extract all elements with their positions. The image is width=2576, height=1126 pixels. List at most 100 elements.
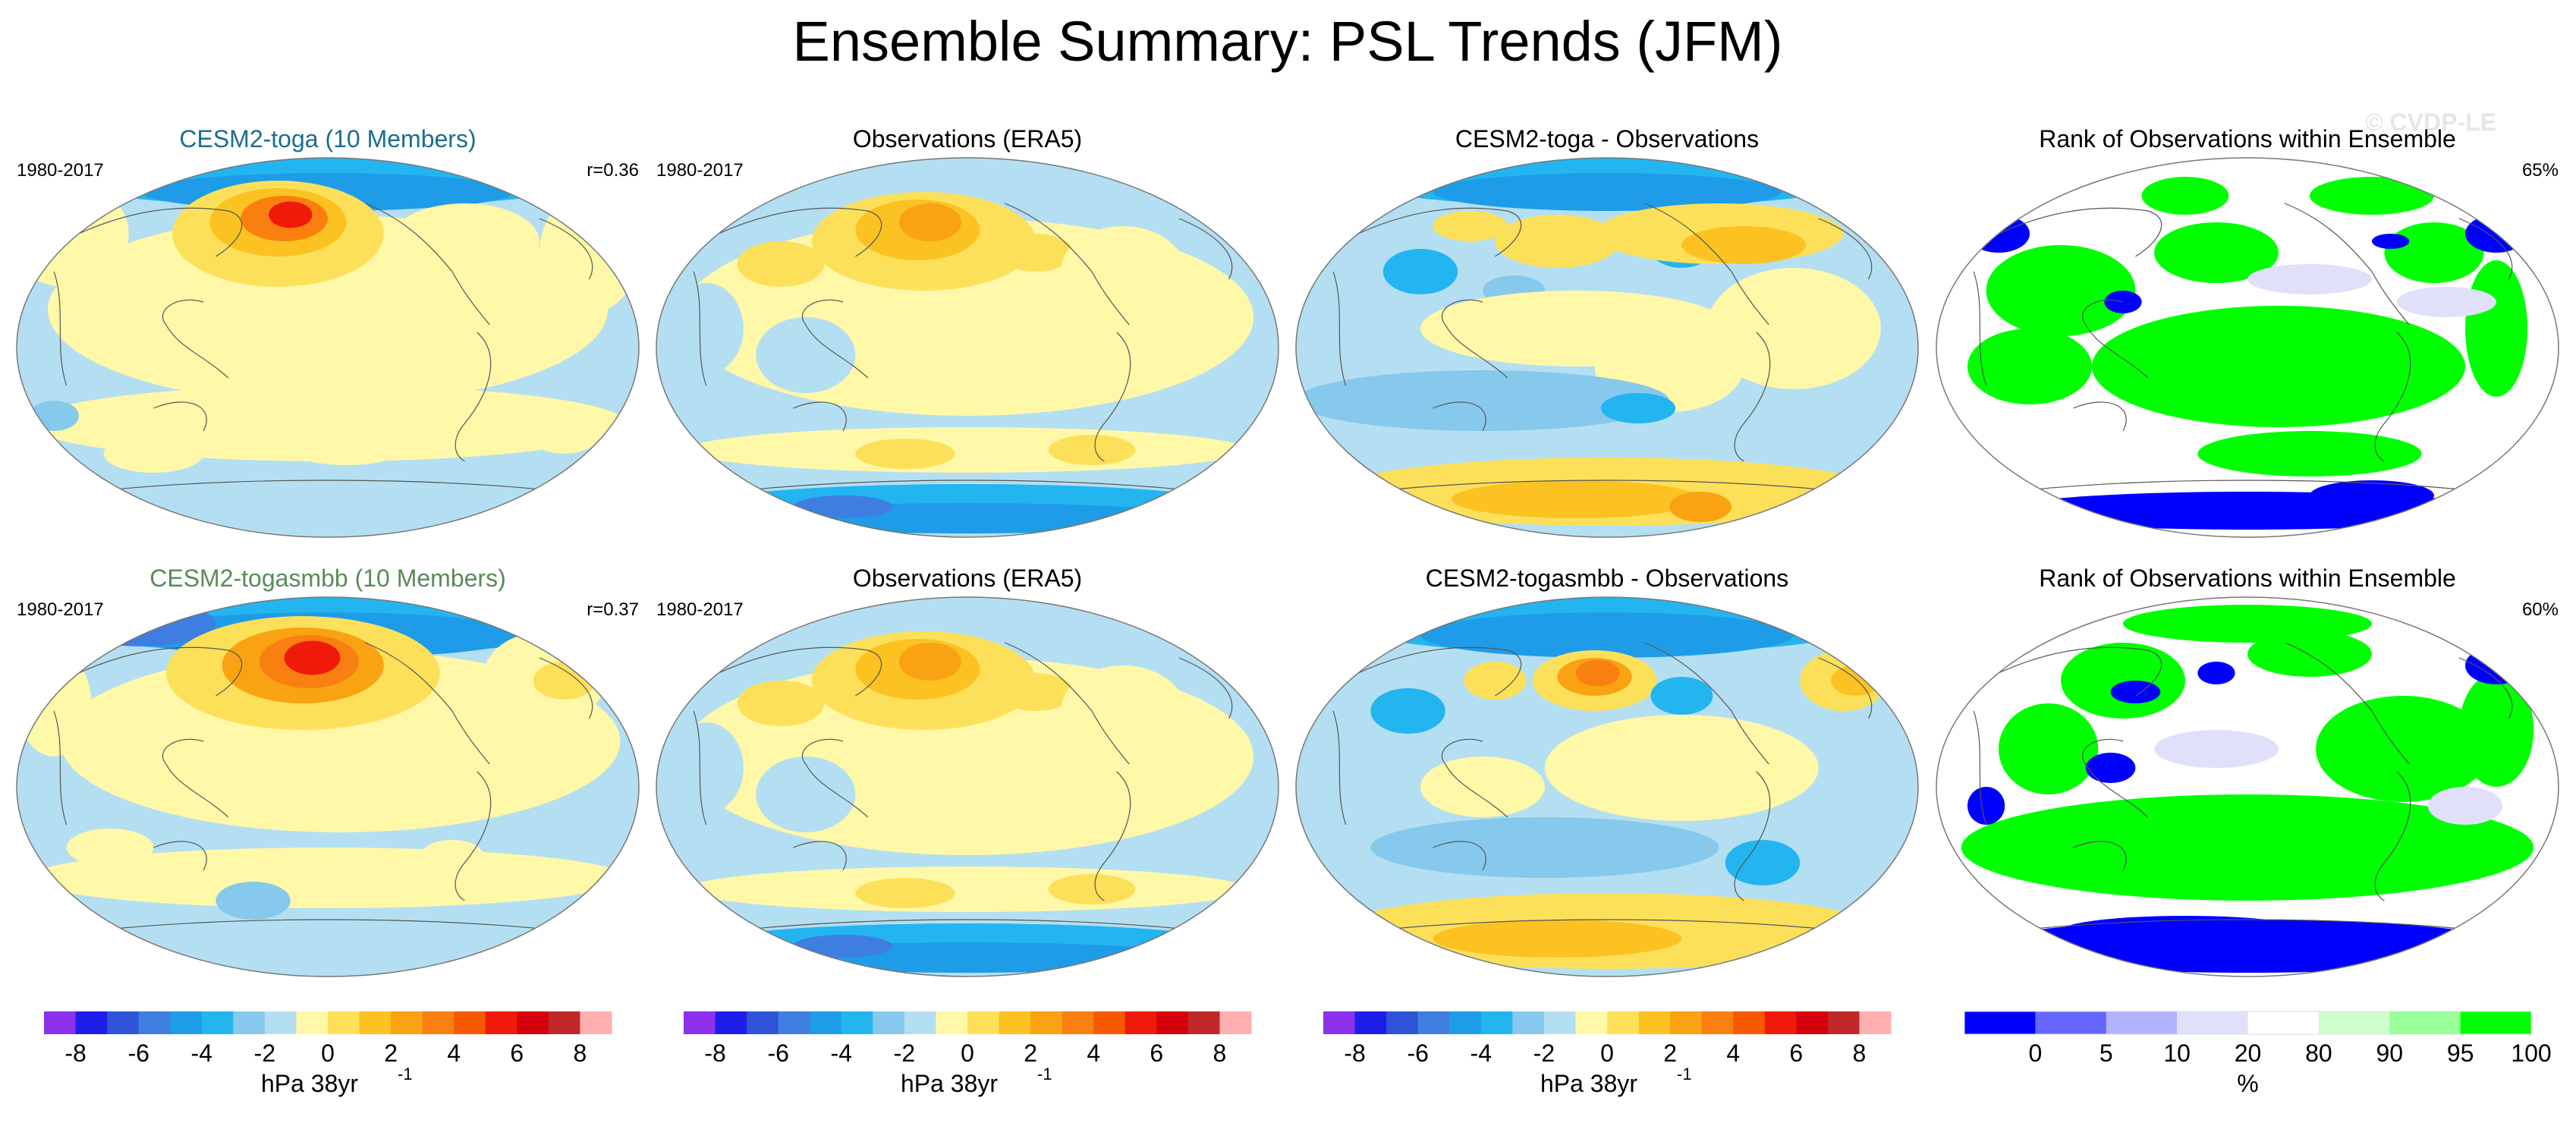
- field-contour: [898, 203, 961, 241]
- colorbar-segment: [778, 1011, 810, 1034]
- colorbar-frame: [1964, 1011, 2532, 1035]
- figure-title: Ensemble Summary: PSL Trends (JFM): [793, 10, 1783, 73]
- colorbar-segment: [1093, 1011, 1126, 1034]
- field-contour: [668, 283, 744, 374]
- field-contour: [2141, 177, 2229, 215]
- colorbar-units: hPa 38yr: [1540, 1070, 1637, 1097]
- colorbar-segment: [107, 1011, 140, 1034]
- coastline: [2374, 771, 2411, 901]
- field-contour: [2123, 605, 2372, 643]
- colorbar-segment: [1386, 1011, 1419, 1034]
- map-panel: CESM2-togasmbb (10 Members) 1980-2017 r=0.…: [16, 565, 640, 977]
- field-contour: [421, 840, 483, 870]
- field-contour: [1681, 226, 1807, 264]
- field-contour: [1725, 840, 1801, 885]
- map-border: [656, 596, 1279, 977]
- colorbar-segment: [1156, 1011, 1189, 1034]
- panel-title: CESM2-togasmbb - Observations: [1426, 565, 1788, 592]
- field-contour: [1544, 715, 1819, 821]
- panel-title: CESM2-toga - Observations: [1455, 125, 1759, 153]
- colorbar-segment: [1124, 1011, 1157, 1034]
- colorbar-segment: [1323, 1011, 1356, 1034]
- coastline: [2073, 841, 2127, 871]
- field-contour: [1061, 665, 1185, 756]
- field-contour: [1452, 480, 1700, 518]
- colorbar-segment: [1354, 1011, 1387, 1034]
- map-border: [16, 596, 640, 977]
- colorbar-segment: [454, 1011, 486, 1034]
- field-contour: [1370, 817, 1719, 878]
- field-contour: [390, 203, 539, 279]
- colorbar-tick-label: 0: [961, 1040, 974, 1067]
- field-contour: [737, 241, 825, 287]
- coastline: [1370, 480, 1844, 492]
- colorbar-tick-label: 90: [2376, 1040, 2403, 1067]
- period-label: 1980-2017: [656, 160, 744, 181]
- colorbar-units-exponent: -1: [1677, 1065, 1692, 1084]
- coastline: [1332, 271, 1347, 386]
- colorbar-tick-label: 4: [447, 1040, 461, 1067]
- colorbar-segment: [1701, 1011, 1734, 1034]
- colorbar-segment: [1512, 1011, 1545, 1034]
- field-contour: [2458, 673, 2534, 787]
- coastline: [2011, 480, 2484, 492]
- colorbar-segment: [1417, 1011, 1450, 1034]
- colorbar-segment: [1062, 1011, 1094, 1034]
- coastline: [1643, 642, 1769, 765]
- colorbars: -8 -6 -4 -2 0 2 4 6 8 hPa 38yr -1 -8 -6 -4 -2 0 2 4 6 8 hPa …: [44, 1011, 2552, 1097]
- coastline: [1998, 646, 2162, 697]
- coastline: [539, 657, 593, 719]
- colorbar-tick-label: -8: [64, 1040, 86, 1067]
- field-contour: [215, 882, 291, 920]
- field-contour: [1967, 329, 2092, 404]
- map-field: [1296, 597, 1918, 977]
- map-field: [17, 158, 639, 537]
- colorbar-tick-label: 6: [510, 1040, 524, 1067]
- colorbar-segment: [1964, 1011, 2036, 1034]
- field-contour: [737, 681, 825, 726]
- colorbar-segment: [1575, 1011, 1608, 1034]
- colorbar-tick-label: 8: [574, 1040, 587, 1067]
- field-contour: [2427, 787, 2503, 825]
- coastline: [153, 841, 207, 871]
- colorbar-tick-label: 0: [1600, 1040, 1614, 1067]
- map-field: [1936, 158, 2559, 537]
- coastline: [364, 203, 490, 326]
- coastline: [162, 738, 229, 818]
- field-contour: [1048, 874, 1136, 904]
- colorbar-tick-label: 6: [1789, 1040, 1803, 1067]
- field-contour: [1650, 677, 1713, 715]
- colorbar-segment: [2177, 1011, 2248, 1034]
- coastline: [2284, 203, 2410, 326]
- field-contour: [527, 408, 602, 454]
- coastline: [2458, 657, 2513, 719]
- coastline: [718, 207, 882, 257]
- colorbar-tick-label: -6: [127, 1040, 149, 1067]
- colorbar-segment: [170, 1011, 203, 1034]
- coastline: [153, 401, 207, 432]
- panel-title: Rank of Observations within Ensemble: [2039, 565, 2456, 592]
- trend-colorbar: -8 -6 -4 -2 0 2 4 6 8 hPa 38yr -1: [44, 1011, 612, 1097]
- map-border: [1936, 596, 2559, 977]
- map-panels: CESM2-toga (10 Members) 1980-2017 r=0.36 Ob…: [16, 125, 2559, 977]
- field-contour: [2372, 234, 2410, 249]
- coastline: [731, 919, 1204, 932]
- colorbar-segment: [1733, 1011, 1766, 1034]
- colorbar-units: hPa 38yr: [901, 1070, 998, 1097]
- map-field: [17, 597, 639, 977]
- field-contour: [687, 867, 1247, 912]
- field-contour: [999, 673, 1074, 711]
- field-contour: [1706, 268, 1881, 389]
- field-contour: [1999, 703, 2099, 794]
- panel-title: Observations (ERA5): [853, 125, 1082, 153]
- colorbar-segment: [1796, 1011, 1829, 1034]
- field-contour: [66, 829, 154, 867]
- field-contour: [668, 722, 744, 813]
- coastline: [2073, 401, 2127, 432]
- field-contour: [2061, 643, 2185, 719]
- field-contour: [2110, 681, 2161, 703]
- colorbar-segment: [517, 1011, 549, 1034]
- period-label: 1980-2017: [17, 599, 104, 620]
- field-contour: [2310, 480, 2434, 511]
- colorbar-tick-label: -2: [1533, 1040, 1555, 1067]
